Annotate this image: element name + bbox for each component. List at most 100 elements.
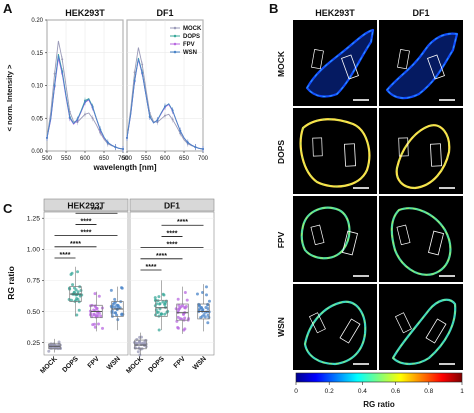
micrograph-dops-df1 [379,108,463,194]
spectra-panel: HEK293T DF1 < norm. Intensity > waveleng… [5,8,209,172]
micrograph-row-label-fpv: FPV [276,231,286,248]
rg-significance-label: **** [60,252,71,259]
spectra-point [126,136,128,139]
rg-data-point [51,346,55,350]
rg-data-point [75,313,79,317]
micrograph-mock-df1 [379,20,463,106]
micrograph-background [379,108,463,194]
cell-membrane-highlight [304,301,366,365]
colorbar-tick-label: 0.6 [391,388,400,395]
spectra-x-tick-label: 550 [61,156,72,162]
micrograph-grid [293,20,464,370]
rg-facet-strip-df1 [129,198,215,212]
rg-data-point [97,322,100,326]
spectra-point [164,105,166,108]
rg-facet-hek: MOCK DOPS FPV WSN******************** [39,207,129,375]
spectra-y-tick-label: 0.15 [31,51,43,57]
rg-data-point [97,294,101,298]
spectra-facet-hek: 500 550 600 650 700 [42,19,129,162]
micrograph-background [293,108,377,194]
rg-data-point [109,304,113,308]
rg-x-tick-label-wsn: WSN [192,355,208,371]
rg-significance-label: **** [156,253,167,260]
micrograph-fpv-hek [293,196,377,282]
rg-colorbar: 0 0.2 0.4 0.6 0.8 1 RG ratio [294,372,464,409]
spectra-point [61,58,64,61]
rg-data-point [135,341,139,345]
spectra-point [99,128,102,131]
rg-data-point [158,302,162,306]
rg-data-point [184,305,188,309]
colorbar-tick-label: 0 [294,388,298,395]
roi-box [342,230,358,256]
rg-data-point [96,314,100,318]
rg-data-point [183,291,187,295]
legend-marker-dops [173,34,177,38]
rg-x-tick-label-fpv: FPV [87,355,102,370]
micrograph-background [379,284,463,370]
rg-significance-label: **** [167,242,178,249]
cell-membrane [305,28,375,98]
spectra-x-tick-label: 650 [179,156,190,162]
rg-data-point [175,319,179,323]
cell-membrane-highlight [391,207,451,276]
spectra-point [186,141,189,144]
spectra-x-tick-label: 600 [80,156,91,162]
micrograph-column-title-hek: HEK293T [315,8,355,18]
rg-data-point [176,326,180,330]
roi-box [310,224,325,246]
rg-data-point [99,314,103,318]
spectra-y-tick-label: 0.05 [31,116,43,122]
rg-data-point [113,305,117,309]
micrograph-column-title-df1: DF1 [412,8,429,18]
rg-significance-label: **** [81,230,92,237]
spectra-y-tick-label: 0.10 [31,84,43,90]
colorbar-tick-label: 0.2 [325,388,334,395]
spectra-y-ticks: 0.00 0.05 0.10 0.15 0.20 [31,18,47,155]
roi-box [397,49,410,70]
roi-box [341,54,359,80]
rg-data-point [76,270,80,274]
colorbar-label: RG ratio [363,400,395,409]
rg-data-point [92,312,96,316]
rg-data-point [178,306,182,310]
roi-box [428,230,444,256]
roi-box [311,49,324,70]
spectra-point [46,136,48,139]
micrograph-row-label-wsn: WSN [276,317,286,337]
rg-data-point [70,298,74,302]
roi-box [398,137,409,157]
rg-data-point [157,295,161,299]
spectra-point [171,109,174,112]
rg-box-mock [134,339,147,350]
rg-data-point [135,337,139,341]
micrograph-background [293,196,377,282]
rg-significance-label: **** [146,264,157,271]
colorbar-tick-label: 1 [460,388,464,395]
rg-data-point [111,302,115,306]
rg-data-point [159,312,163,316]
rg-significance-label: **** [167,230,178,237]
rg-x-tick-label-fpv: FPV [173,355,188,370]
roi-box [308,312,326,334]
spectra-x-tick-label: 550 [141,156,152,162]
rg-data-point [74,288,78,292]
spectra-point [194,146,197,149]
rg-data-point [176,297,180,301]
rg-facet-strip-hek [43,198,129,212]
colorbar-tick-label: 0.4 [358,388,367,395]
rg-ratio-panel: HEK293T DF1 RG ratio MOCK DOPS FPV WSN*****… [6,198,215,375]
roi-box [427,54,445,80]
rg-facet-title-df1: DF1 [164,201,180,211]
micrograph-background [293,284,377,370]
rg-data-point [115,313,119,317]
rg-data-point [109,288,113,292]
spectra-point [141,72,144,75]
rg-x-tick-label-wsn: WSN [106,355,122,371]
micrograph-wsn-df1 [379,284,463,370]
spectra-point [179,129,182,132]
spectra-point [106,141,109,144]
rg-data-point [72,291,76,295]
roi-box [430,143,442,167]
spectra-x-tick-label: 500 [122,156,133,162]
